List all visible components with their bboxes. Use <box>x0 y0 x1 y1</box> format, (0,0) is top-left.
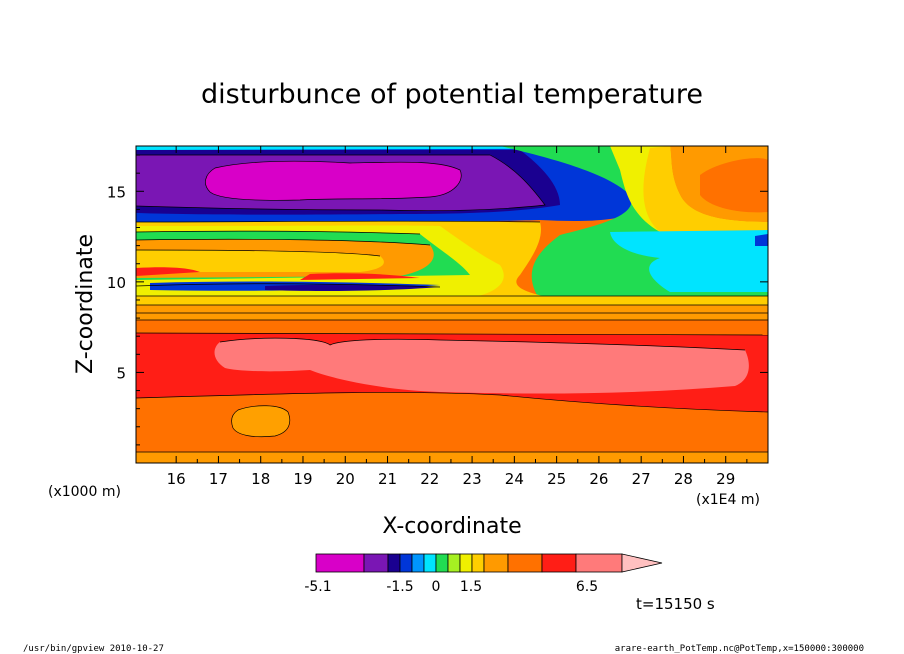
colorbar-segment <box>363 553 389 573</box>
x-tick-label: 25 <box>547 470 566 488</box>
colorbar <box>315 553 663 573</box>
x-tick-label: 23 <box>463 470 482 488</box>
x-tick-label: 21 <box>378 470 397 488</box>
y-tick-label: 5 <box>116 364 126 382</box>
colorbar-tick-label: 6.5 <box>576 579 598 595</box>
x-tick-label: 17 <box>209 470 228 488</box>
footer-left: /usr/bin/gpview 2010-10-27 <box>23 644 164 654</box>
x-tick-label: 20 <box>336 470 355 488</box>
chart-title: disturbunce of potential temperature <box>201 79 703 110</box>
colorbar-segment <box>541 553 577 573</box>
region-orange-core <box>700 158 768 213</box>
plot-area <box>135 145 769 464</box>
y-tick-label: 10 <box>107 274 126 292</box>
colorbar-segment <box>459 553 473 573</box>
colorbar-segment <box>315 553 365 573</box>
colorbar-segment <box>575 553 623 573</box>
region-band-darkorange <box>136 320 768 335</box>
region-magenta <box>205 161 462 201</box>
x-tick-label: 27 <box>632 470 651 488</box>
colorbar-labels: -5.1 -1.5 0 1.5 6.5 <box>304 579 598 595</box>
colorbar-arrow <box>621 553 663 573</box>
time-label: t=15150 s <box>636 595 715 613</box>
y-tick-label: 15 <box>107 183 126 201</box>
colorbar-segment <box>447 553 461 573</box>
x-tick-label: 28 <box>674 470 693 488</box>
x-tick-label: 26 <box>589 470 608 488</box>
colorbar-segment <box>399 553 413 573</box>
contour-lines <box>135 154 769 453</box>
colorbar-segment <box>423 553 437 573</box>
colorbar-tick-label: -5.1 <box>304 579 331 595</box>
colorbar-tick-label: 1.5 <box>460 579 482 595</box>
y-axis: 5 10 15 <box>107 154 768 446</box>
footer-right: arare-earth_PotTemp.nc@PotTemp,x=150000:… <box>615 644 864 654</box>
region-cyan <box>610 230 768 292</box>
region-band-lightorange <box>136 250 384 272</box>
x-tick-label: 18 <box>251 470 270 488</box>
region-band-red-strip-2 <box>300 273 420 280</box>
x-axis-unit: (x1E4 m) <box>696 492 760 508</box>
region-dark-lens <box>265 284 440 291</box>
plot-frame <box>135 145 769 464</box>
colorbar-segment <box>435 553 449 573</box>
region-orange-patch <box>231 405 290 437</box>
x-axis-label: X-coordinate <box>382 514 521 539</box>
x-tick-label: 24 <box>505 470 524 488</box>
region-band-below-lens <box>136 296 768 306</box>
colorbar-segment <box>483 553 509 573</box>
region-blue-dot <box>755 234 768 246</box>
region-band-red-strip <box>136 267 200 276</box>
x-tick-label: 22 <box>420 470 439 488</box>
x-tick-label: 29 <box>716 470 735 488</box>
colorbar-tick-label: 0 <box>432 579 441 595</box>
region-bottom-strip <box>136 452 768 463</box>
colorbar-segment <box>387 553 401 573</box>
colorbar-tick-label: -1.5 <box>386 579 413 595</box>
colorbar-segment <box>507 553 543 573</box>
x-tick-label: 19 <box>293 470 312 488</box>
colorbar-segment <box>471 553 485 573</box>
region-pink <box>214 338 749 394</box>
x-axis: 16 17 18 19 20 21 22 23 24 25 26 27 28 29 <box>167 146 748 488</box>
region-band-orange-lower <box>136 305 768 322</box>
colorbar-segment <box>411 553 425 573</box>
region-lightorange-top <box>643 146 768 232</box>
x-tick-label: 16 <box>167 470 186 488</box>
y-axis-unit: (x1000 m) <box>48 484 121 500</box>
y-axis-label: Z-coordinate <box>73 234 98 374</box>
contour-field <box>136 146 768 463</box>
